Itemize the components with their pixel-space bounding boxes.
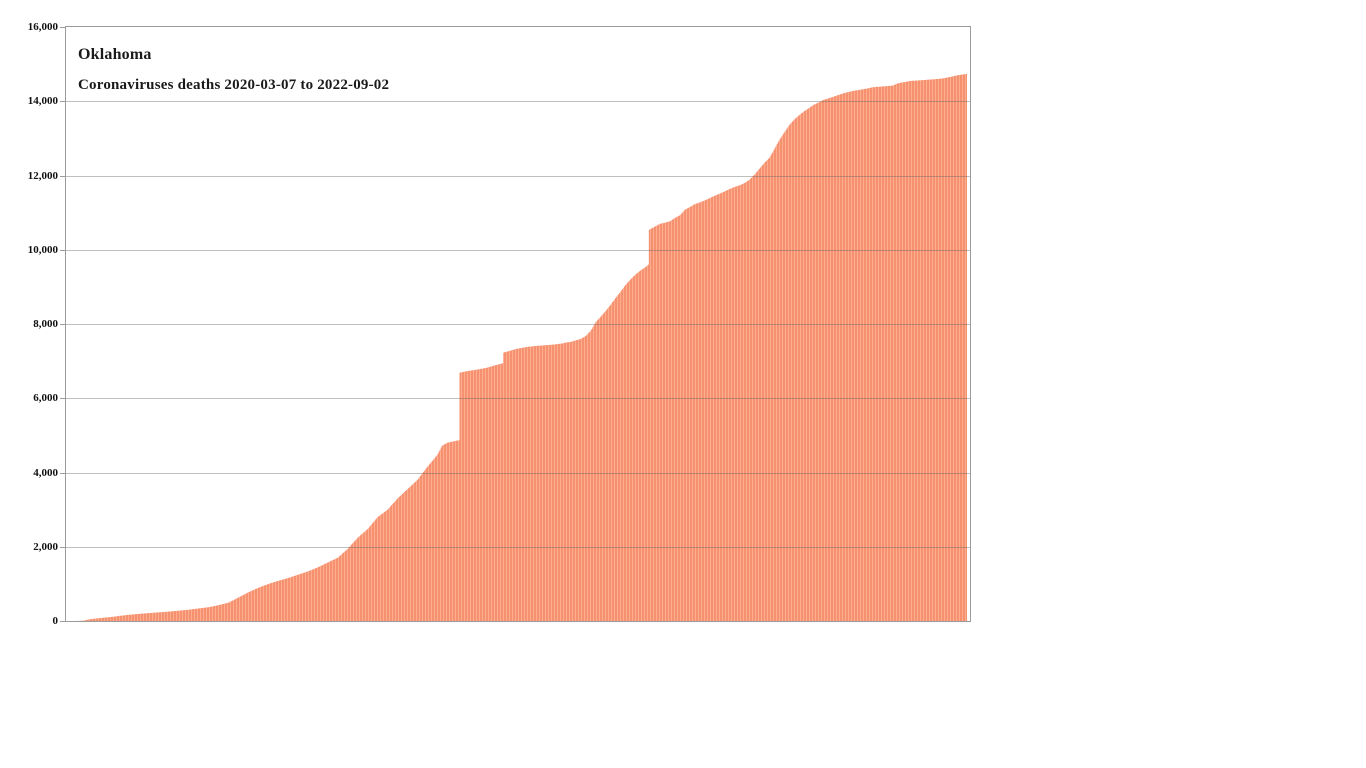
y-axis-tick-label: 8,000 (33, 318, 58, 330)
y-axis-tick-mark (60, 324, 66, 325)
gridline-4000 (66, 473, 970, 474)
y-axis-tick-mark (60, 250, 66, 251)
deaths-bar-series (66, 73, 967, 621)
y-axis-tick-mark (60, 547, 66, 548)
y-axis-tick-label: 16,000 (27, 21, 58, 33)
y-axis-tick-label: 6,000 (33, 392, 58, 404)
y-axis-tick-mark (60, 176, 66, 177)
gridline-14000 (66, 101, 970, 102)
y-axis-tick-label: 0 (52, 615, 59, 627)
y-axis-tick-mark (60, 398, 66, 399)
y-axis-tick-label: 4,000 (33, 467, 58, 479)
gridline-2000 (66, 547, 970, 548)
chart-title: Oklahoma (78, 46, 152, 63)
y-axis-tick-mark (60, 621, 66, 622)
y-axis-tick-mark (60, 473, 66, 474)
chart-subtitle: Coronaviruses deaths 2020-03-07 to 2022-… (78, 77, 390, 93)
gridline-10000 (66, 250, 970, 251)
y-axis-tick-label: 2,000 (33, 541, 58, 553)
y-axis-tick-label: 12,000 (27, 170, 58, 182)
y-axis-tick-label: 10,000 (27, 244, 58, 256)
gridline-8000 (66, 324, 970, 325)
plot-area (65, 26, 971, 622)
y-axis-tick-label: 14,000 (27, 95, 58, 107)
y-axis-tick-mark (60, 101, 66, 102)
cumulative-deaths-area (66, 73, 967, 621)
gridline-12000 (66, 176, 970, 177)
gridline-6000 (66, 398, 970, 399)
y-axis-tick-mark (60, 27, 66, 28)
